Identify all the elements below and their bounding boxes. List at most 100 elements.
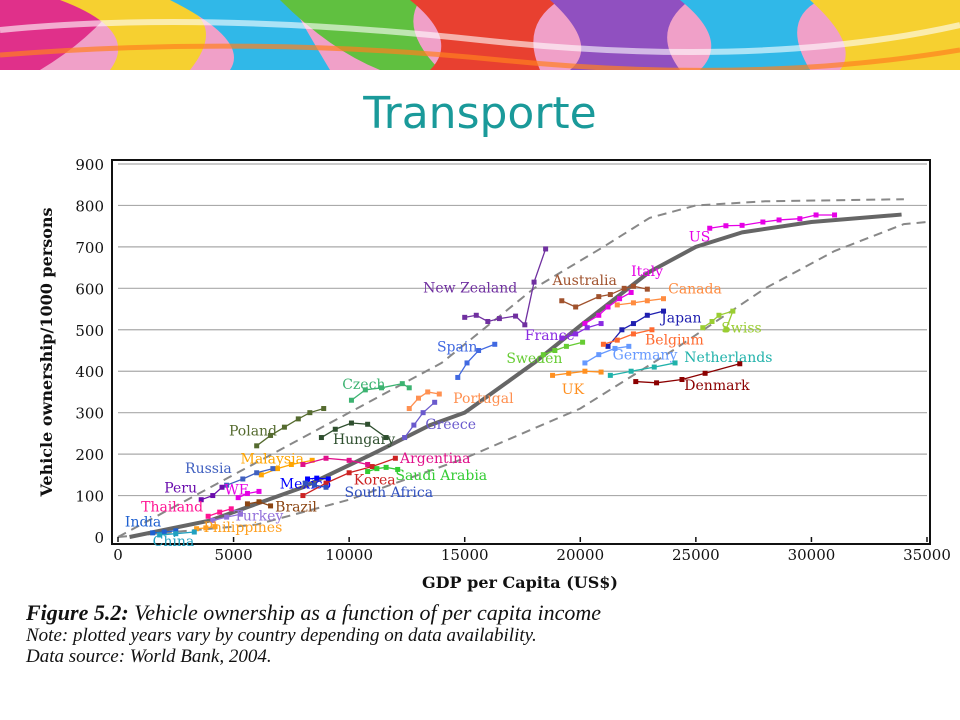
- data-point: [619, 327, 625, 333]
- series-us: US: [689, 212, 838, 246]
- series-label: Belgium: [645, 332, 704, 348]
- data-point: [295, 416, 301, 422]
- series-india: India: [125, 515, 179, 536]
- data-point: [672, 360, 678, 366]
- data-point: [614, 302, 620, 308]
- data-point: [654, 380, 660, 386]
- data-point: [797, 216, 803, 222]
- series-label: Hungary: [333, 432, 395, 448]
- data-point: [559, 335, 565, 341]
- data-point: [612, 345, 618, 351]
- data-point: [737, 361, 743, 367]
- series-france: France: [525, 321, 604, 344]
- chart-svg: US New Zealand Australia Italy Canada Japan Sw…: [37, 156, 951, 592]
- data-point: [244, 501, 250, 507]
- data-point: [346, 470, 352, 476]
- series-label: Spain: [437, 340, 477, 356]
- data-point: [402, 435, 408, 441]
- data-point: [776, 217, 782, 223]
- series-line: [408, 391, 440, 409]
- data-point: [212, 524, 218, 530]
- caption-note: Note: plotted years vary by country depe…: [26, 625, 537, 646]
- series-germany: Germany: [582, 343, 678, 366]
- data-point: [254, 470, 260, 476]
- series-korea: Korea: [300, 455, 398, 499]
- data-point: [392, 455, 398, 461]
- x-tick-label: 5000: [214, 546, 252, 564]
- data-point: [739, 222, 745, 228]
- series-line: [302, 457, 368, 466]
- series-label: Czech: [342, 377, 385, 393]
- data-point: [173, 531, 179, 537]
- series-peru: Peru: [164, 481, 225, 503]
- data-point: [217, 509, 223, 515]
- x-tick-label: 15000: [441, 546, 489, 564]
- series-hungary: Hungary: [318, 420, 395, 448]
- series-netherlands: Netherlands: [607, 350, 772, 378]
- series-portugal: Portugal: [406, 389, 514, 412]
- data-point: [420, 410, 426, 416]
- series-line: [457, 343, 495, 378]
- data-point: [649, 327, 655, 333]
- series-label: UK: [562, 382, 585, 398]
- data-point: [563, 343, 569, 349]
- data-point: [325, 476, 331, 482]
- series-argentina: Argentina: [300, 451, 471, 467]
- y-tick-label: 100: [75, 488, 104, 506]
- data-point: [219, 484, 225, 490]
- data-point: [580, 339, 586, 345]
- data-point: [626, 343, 632, 349]
- data-point: [644, 298, 650, 304]
- data-point: [552, 348, 558, 353]
- series-turkey: Turkey: [210, 508, 283, 524]
- data-point: [415, 395, 421, 401]
- data-point: [598, 369, 604, 375]
- y-tick-label: 900: [75, 156, 104, 174]
- envelope-upper-line: [117, 198, 904, 538]
- data-point: [462, 314, 468, 320]
- data-point: [281, 424, 287, 430]
- series-china: China: [153, 529, 197, 550]
- data-point: [559, 298, 565, 304]
- data-point: [238, 511, 244, 517]
- data-point: [307, 410, 313, 416]
- data-point: [723, 223, 729, 229]
- data-point: [630, 331, 636, 337]
- data-point: [605, 343, 611, 349]
- data-point: [203, 525, 209, 531]
- series-label: France: [525, 328, 575, 344]
- data-point: [314, 475, 320, 481]
- series-label: Malaysia: [241, 452, 304, 468]
- series-line: [617, 298, 664, 306]
- data-point: [573, 304, 579, 310]
- data-point: [332, 426, 338, 432]
- series-uk: UK: [550, 368, 604, 398]
- series-line: [584, 345, 629, 364]
- y-tick-label: 800: [75, 197, 104, 215]
- series-line: [561, 322, 602, 339]
- series-sweden: Sweden: [506, 339, 586, 367]
- series-label: Netherlands: [684, 350, 772, 366]
- data-point: [362, 387, 368, 393]
- series-poland: Poland: [229, 406, 327, 449]
- data-point: [679, 377, 685, 383]
- series-japan: Japan: [605, 308, 701, 349]
- data-point: [323, 484, 329, 490]
- data-point: [270, 466, 276, 472]
- caption-source: Data source: World Bank, 2004.: [26, 646, 272, 667]
- data-point: [150, 530, 156, 536]
- series-label: Japan: [659, 310, 701, 326]
- series-label: Peru: [164, 481, 197, 497]
- data-point: [235, 495, 241, 501]
- data-point: [395, 466, 401, 472]
- data-point: [210, 493, 216, 499]
- series-label: Korea: [354, 472, 396, 488]
- series-group: US New Zealand Australia Italy Canada Japan Sw…: [125, 212, 838, 550]
- data-point: [492, 341, 498, 347]
- data-point: [432, 399, 438, 405]
- data-point: [309, 457, 315, 463]
- data-point: [365, 469, 371, 475]
- series-label: Germany: [613, 348, 678, 364]
- data-point: [496, 316, 502, 322]
- data-point: [700, 325, 706, 331]
